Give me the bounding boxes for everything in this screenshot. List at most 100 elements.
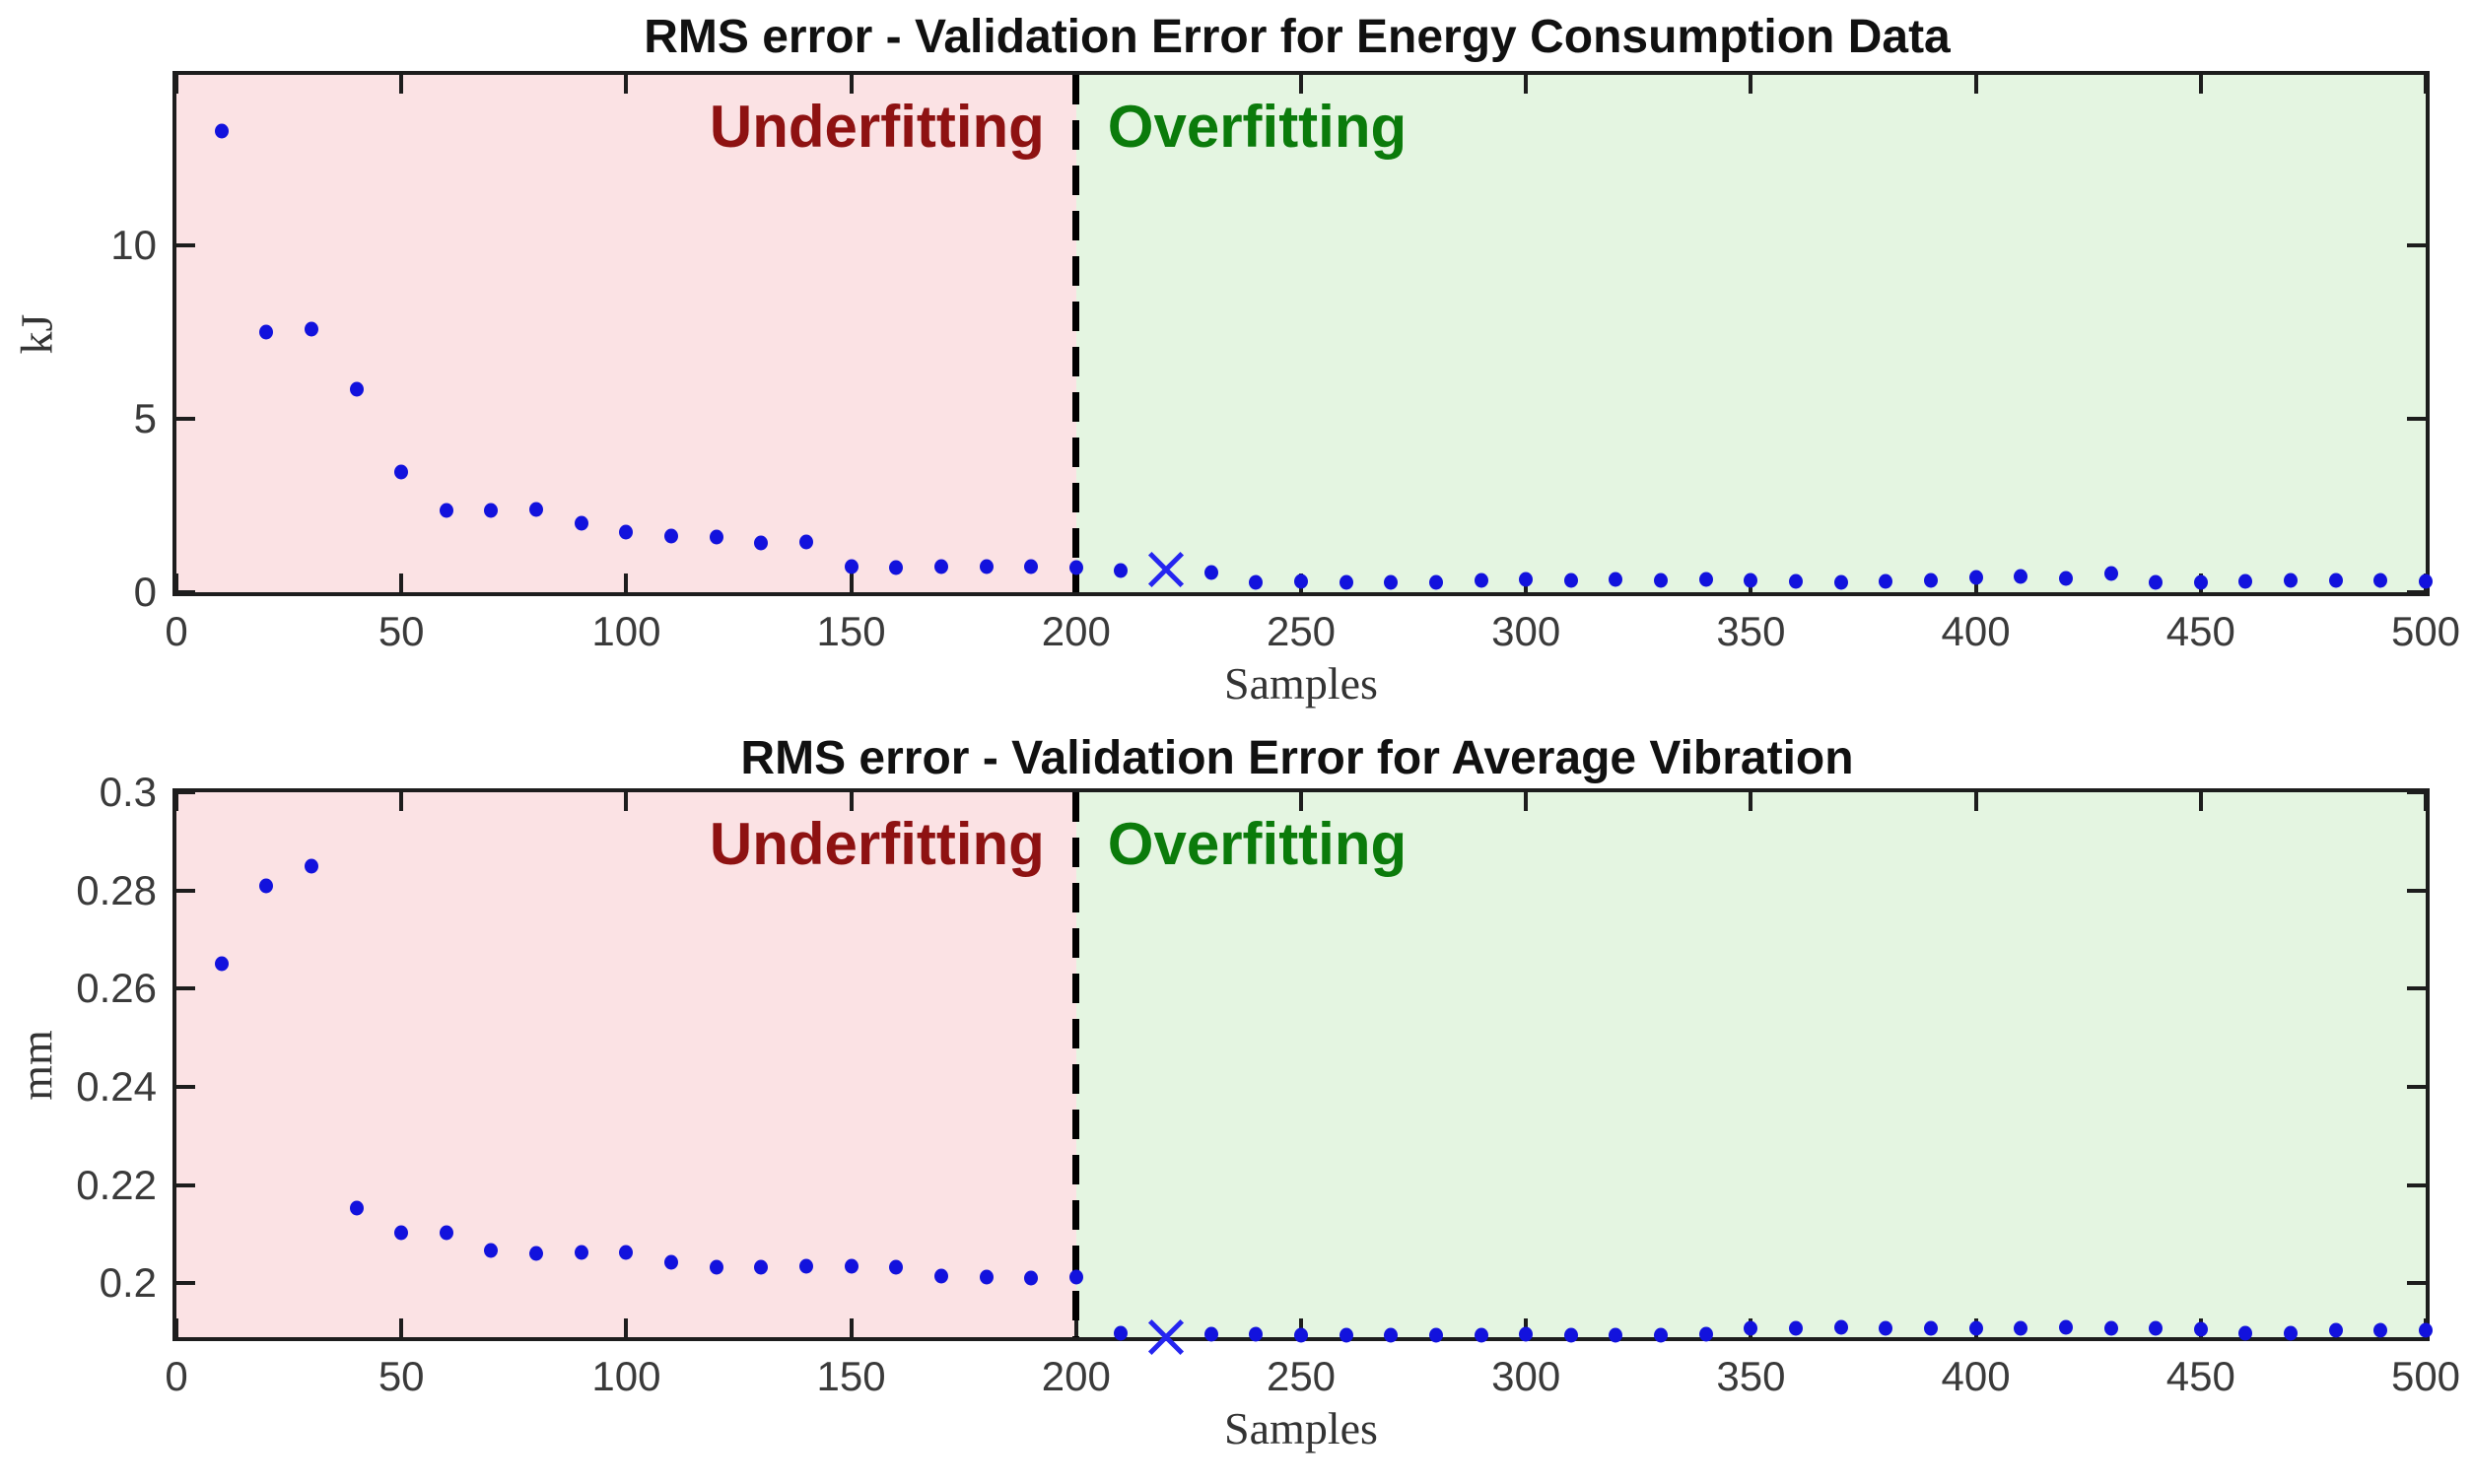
data-point (2149, 574, 2164, 590)
y-tick-label: 10 (110, 222, 157, 269)
data-point (259, 324, 274, 340)
data-point (1068, 1269, 1083, 1285)
data-point (349, 381, 364, 397)
x-tick-label: 250 (1266, 1353, 1337, 1399)
data-point (1203, 565, 1218, 580)
data-point (1384, 574, 1399, 590)
data-point (1203, 1326, 1218, 1342)
data-point (2373, 573, 2388, 588)
y-tick (176, 1084, 195, 1089)
x-tick (174, 573, 178, 592)
x-tick-mirror (1524, 792, 1529, 811)
x-tick-mirror (399, 792, 404, 811)
data-point (1744, 1320, 1758, 1336)
x-tick-mirror (2198, 792, 2203, 811)
x-tick-mirror (174, 792, 178, 811)
data-point (1294, 573, 1308, 589)
x-tick-mirror (174, 75, 178, 94)
data-point (1428, 1327, 1443, 1342)
x-tick-label: 150 (816, 608, 886, 654)
data-point (1879, 1320, 1893, 1336)
plot-title: RMS error - Validation Error for Average… (740, 732, 1854, 784)
data-point (259, 878, 274, 894)
x-tick-mirror (624, 75, 629, 94)
data-point (1923, 1320, 1938, 1336)
data-point (2238, 573, 2253, 589)
x-tick-label: 250 (1266, 608, 1337, 654)
underfitting-label: Underfitting (709, 811, 1045, 877)
x-tick-mirror (1749, 792, 1753, 811)
x-tick-label: 200 (1041, 608, 1111, 654)
data-point (394, 464, 409, 480)
data-point (798, 1258, 813, 1274)
divider-line (1072, 792, 1080, 1337)
data-point (754, 1259, 769, 1275)
data-point (2328, 1322, 2343, 1338)
data-point (349, 1200, 364, 1216)
data-point (214, 956, 229, 972)
y-tick-mirror (2407, 1281, 2426, 1286)
x-tick-label: 450 (2165, 1353, 2235, 1399)
data-point (664, 1254, 679, 1270)
y-axis-label: kJ (11, 313, 62, 354)
y-tick (176, 1281, 195, 1286)
x-tick-label: 150 (816, 1353, 886, 1399)
data-point (439, 503, 453, 518)
y-tick-mirror (2407, 790, 2426, 794)
x-tick-label: 100 (591, 1353, 661, 1399)
data-point (1519, 1326, 1534, 1341)
x-tick (624, 573, 629, 592)
divider-line (1072, 75, 1080, 592)
overfitting-region (1075, 75, 2426, 592)
data-point (1339, 1327, 1353, 1342)
data-point (439, 1225, 453, 1241)
underfitting-region (176, 75, 1076, 592)
plot-title: RMS error - Validation Error for Energy … (644, 11, 1951, 63)
data-point (798, 534, 813, 550)
data-point (304, 321, 318, 337)
data-point (1519, 572, 1534, 587)
x-tick (849, 573, 854, 592)
data-point (844, 559, 859, 574)
data-point (1114, 1325, 1129, 1341)
data-point (2149, 1320, 2164, 1336)
data-point (2373, 1322, 2388, 1338)
data-point (529, 1246, 544, 1261)
data-point (1563, 1327, 1578, 1342)
overfitting-region (1075, 792, 2426, 1337)
x-tick (624, 1318, 629, 1337)
data-point (2014, 1320, 2028, 1336)
data-point (574, 1245, 588, 1260)
data-point (1609, 572, 1623, 587)
y-tick (176, 1182, 195, 1187)
y-tick (176, 888, 195, 893)
x-tick-label: 500 (2390, 1353, 2461, 1399)
data-point (1294, 1327, 1308, 1342)
plot-area: Underfitting Overfitting Samples kJ 0 50 1… (12, 71, 2460, 708)
data-point (2284, 1325, 2299, 1341)
data-point (933, 559, 948, 574)
x-tick-mirror (849, 75, 854, 94)
y-tick-mirror (2407, 417, 2426, 422)
x-tick-label: 200 (1041, 1353, 1111, 1399)
x-tick-mirror (1299, 792, 1303, 811)
data-point (394, 1225, 409, 1241)
x-tick-label: 450 (2165, 608, 2235, 654)
data-point (1428, 574, 1443, 590)
overfitting-label: Overfitting (1107, 94, 1408, 160)
data-point (619, 524, 634, 540)
data-point (979, 559, 994, 574)
data-point (1384, 1327, 1399, 1342)
x-tick-label: 350 (1716, 1353, 1786, 1399)
y-tick-mirror (2407, 1182, 2426, 1187)
x-tick-label: 400 (1941, 1353, 2011, 1399)
data-point (1474, 1327, 1488, 1342)
y-tick-label: 0.3 (99, 769, 157, 815)
x-tick-mirror (399, 75, 404, 94)
data-point (889, 1259, 904, 1275)
x-axis-label: Samples (1224, 658, 1378, 708)
x-tick-mirror (1749, 75, 1753, 94)
y-tick (176, 986, 195, 991)
y-tick-mirror (2407, 590, 2426, 594)
plot-area: Underfitting Overfitting Samples mm 0 50 1… (12, 769, 2461, 1453)
